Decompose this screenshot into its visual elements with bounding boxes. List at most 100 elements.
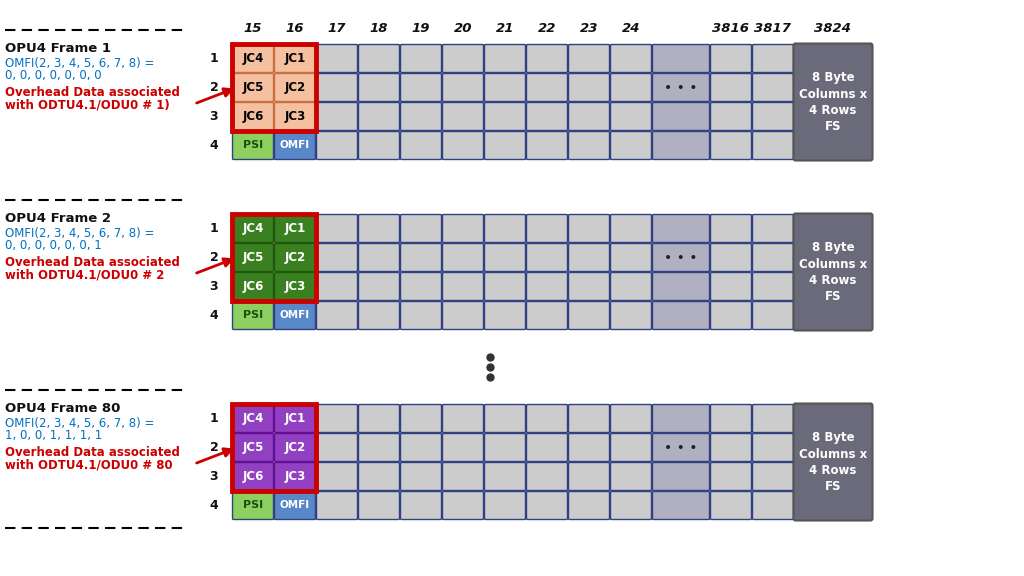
FancyBboxPatch shape <box>232 131 273 160</box>
FancyBboxPatch shape <box>232 244 273 271</box>
FancyBboxPatch shape <box>526 404 567 433</box>
Text: 18: 18 <box>370 21 388 35</box>
Text: 3: 3 <box>210 110 218 123</box>
Text: JC6: JC6 <box>243 280 264 293</box>
Text: with ODTU4.1/ODU0 # 80: with ODTU4.1/ODU0 # 80 <box>5 459 173 472</box>
FancyBboxPatch shape <box>274 244 315 271</box>
FancyBboxPatch shape <box>753 404 794 433</box>
FancyBboxPatch shape <box>400 244 441 271</box>
Text: 0, 0, 0, 0, 0, 0, 0: 0, 0, 0, 0, 0, 0, 0 <box>5 69 101 82</box>
Text: 16: 16 <box>286 21 304 35</box>
FancyBboxPatch shape <box>711 214 752 242</box>
FancyBboxPatch shape <box>400 301 441 329</box>
Text: Overhead Data associated: Overhead Data associated <box>5 256 180 269</box>
Text: 2: 2 <box>210 251 218 264</box>
Bar <box>232 44 316 131</box>
FancyBboxPatch shape <box>484 434 525 461</box>
Text: 2: 2 <box>210 441 218 454</box>
Text: PSI: PSI <box>243 141 263 150</box>
FancyBboxPatch shape <box>568 491 609 520</box>
Text: JC5: JC5 <box>243 251 264 264</box>
FancyBboxPatch shape <box>400 404 441 433</box>
FancyBboxPatch shape <box>484 74 525 101</box>
Text: 8 Byte
Columns x
4 Rows
FS: 8 Byte Columns x 4 Rows FS <box>799 241 867 302</box>
FancyBboxPatch shape <box>400 44 441 73</box>
FancyBboxPatch shape <box>232 463 273 491</box>
FancyBboxPatch shape <box>274 404 315 433</box>
FancyBboxPatch shape <box>568 404 609 433</box>
FancyBboxPatch shape <box>274 463 315 491</box>
Text: 3: 3 <box>210 470 218 483</box>
FancyBboxPatch shape <box>753 301 794 329</box>
Text: JC2: JC2 <box>285 81 305 94</box>
FancyBboxPatch shape <box>232 74 273 101</box>
Text: 2: 2 <box>210 81 218 94</box>
Text: 8 Byte
Columns x
4 Rows
FS: 8 Byte Columns x 4 Rows FS <box>799 71 867 132</box>
Text: 1: 1 <box>210 52 218 65</box>
FancyBboxPatch shape <box>610 103 651 131</box>
FancyBboxPatch shape <box>232 103 273 131</box>
FancyBboxPatch shape <box>316 434 357 461</box>
FancyBboxPatch shape <box>568 74 609 101</box>
FancyBboxPatch shape <box>610 131 651 160</box>
FancyBboxPatch shape <box>568 214 609 242</box>
Text: with ODTU4.1/ODU0 # 1): with ODTU4.1/ODU0 # 1) <box>5 99 170 112</box>
Text: PSI: PSI <box>243 310 263 320</box>
Text: Overhead Data associated: Overhead Data associated <box>5 86 180 99</box>
FancyBboxPatch shape <box>711 491 752 520</box>
FancyBboxPatch shape <box>400 491 441 520</box>
Text: 20: 20 <box>454 21 472 35</box>
Text: 4: 4 <box>210 499 218 512</box>
FancyBboxPatch shape <box>652 44 710 73</box>
Text: 8 Byte
Columns x
4 Rows
FS: 8 Byte Columns x 4 Rows FS <box>799 431 867 492</box>
FancyBboxPatch shape <box>652 491 710 520</box>
FancyBboxPatch shape <box>753 44 794 73</box>
FancyBboxPatch shape <box>316 404 357 433</box>
FancyBboxPatch shape <box>526 272 567 301</box>
FancyBboxPatch shape <box>568 44 609 73</box>
Text: JC6: JC6 <box>243 470 264 483</box>
FancyBboxPatch shape <box>610 301 651 329</box>
FancyBboxPatch shape <box>711 244 752 271</box>
FancyBboxPatch shape <box>274 272 315 301</box>
FancyBboxPatch shape <box>794 404 872 521</box>
FancyBboxPatch shape <box>484 404 525 433</box>
FancyBboxPatch shape <box>316 74 357 101</box>
Text: 1, 0, 0, 1, 1, 1, 1: 1, 0, 0, 1, 1, 1, 1 <box>5 429 102 442</box>
FancyBboxPatch shape <box>610 74 651 101</box>
FancyBboxPatch shape <box>568 131 609 160</box>
Text: 17: 17 <box>328 21 346 35</box>
FancyBboxPatch shape <box>753 74 794 101</box>
FancyBboxPatch shape <box>652 244 710 271</box>
Text: 1: 1 <box>210 412 218 425</box>
Text: 1: 1 <box>210 222 218 235</box>
FancyBboxPatch shape <box>610 491 651 520</box>
Text: OMFI: OMFI <box>280 141 310 150</box>
Text: with ODTU4.1/ODU0 # 2: with ODTU4.1/ODU0 # 2 <box>5 269 165 282</box>
FancyBboxPatch shape <box>610 434 651 461</box>
FancyBboxPatch shape <box>232 434 273 461</box>
FancyBboxPatch shape <box>610 463 651 491</box>
FancyBboxPatch shape <box>274 74 315 101</box>
FancyBboxPatch shape <box>274 131 315 160</box>
FancyBboxPatch shape <box>526 131 567 160</box>
FancyBboxPatch shape <box>711 131 752 160</box>
FancyBboxPatch shape <box>316 491 357 520</box>
FancyBboxPatch shape <box>442 74 483 101</box>
FancyBboxPatch shape <box>442 272 483 301</box>
FancyBboxPatch shape <box>526 244 567 271</box>
FancyBboxPatch shape <box>316 131 357 160</box>
Text: JC4: JC4 <box>243 412 264 425</box>
FancyBboxPatch shape <box>526 301 567 329</box>
FancyBboxPatch shape <box>484 272 525 301</box>
FancyBboxPatch shape <box>652 463 710 491</box>
Text: OMFI: OMFI <box>280 501 310 510</box>
Text: 4: 4 <box>210 309 218 322</box>
FancyBboxPatch shape <box>442 404 483 433</box>
Text: JC3: JC3 <box>285 280 305 293</box>
FancyBboxPatch shape <box>358 44 399 73</box>
Text: JC6: JC6 <box>243 110 264 123</box>
Text: OMFI(2, 3, 4, 5, 6, 7, 8) =: OMFI(2, 3, 4, 5, 6, 7, 8) = <box>5 57 155 70</box>
FancyBboxPatch shape <box>400 463 441 491</box>
FancyBboxPatch shape <box>484 44 525 73</box>
